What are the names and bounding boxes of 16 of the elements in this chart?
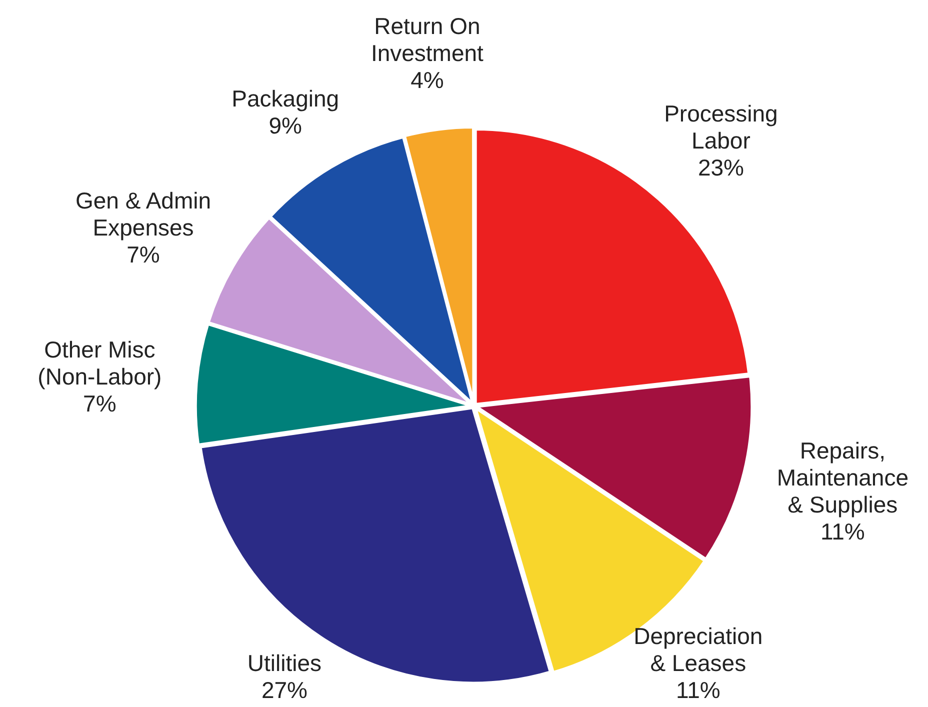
slice-label: Other Misc (Non-Labor)	[38, 336, 162, 390]
data-label: 11%	[676, 676, 720, 703]
data-label: 7%	[126, 241, 160, 268]
slice-label: Packaging	[232, 86, 340, 112]
data-label: 11%	[820, 518, 865, 544]
slice-label: Return On Investment	[370, 13, 484, 66]
slice-label: Gen & Admin Expenses	[76, 187, 212, 240]
data-label: 7%	[83, 390, 116, 416]
slice-label: Repairs, Maintenance & Supplies	[776, 437, 909, 518]
slice-label: Processing Labor	[664, 100, 778, 154]
data-label: 27%	[261, 676, 308, 703]
data-label: 9%	[268, 112, 302, 139]
data-label: 4%	[410, 67, 444, 94]
data-label: 23%	[698, 154, 744, 181]
slice-label: Depreciation & Leases	[634, 622, 763, 676]
slice-label: Utilities	[247, 650, 322, 676]
